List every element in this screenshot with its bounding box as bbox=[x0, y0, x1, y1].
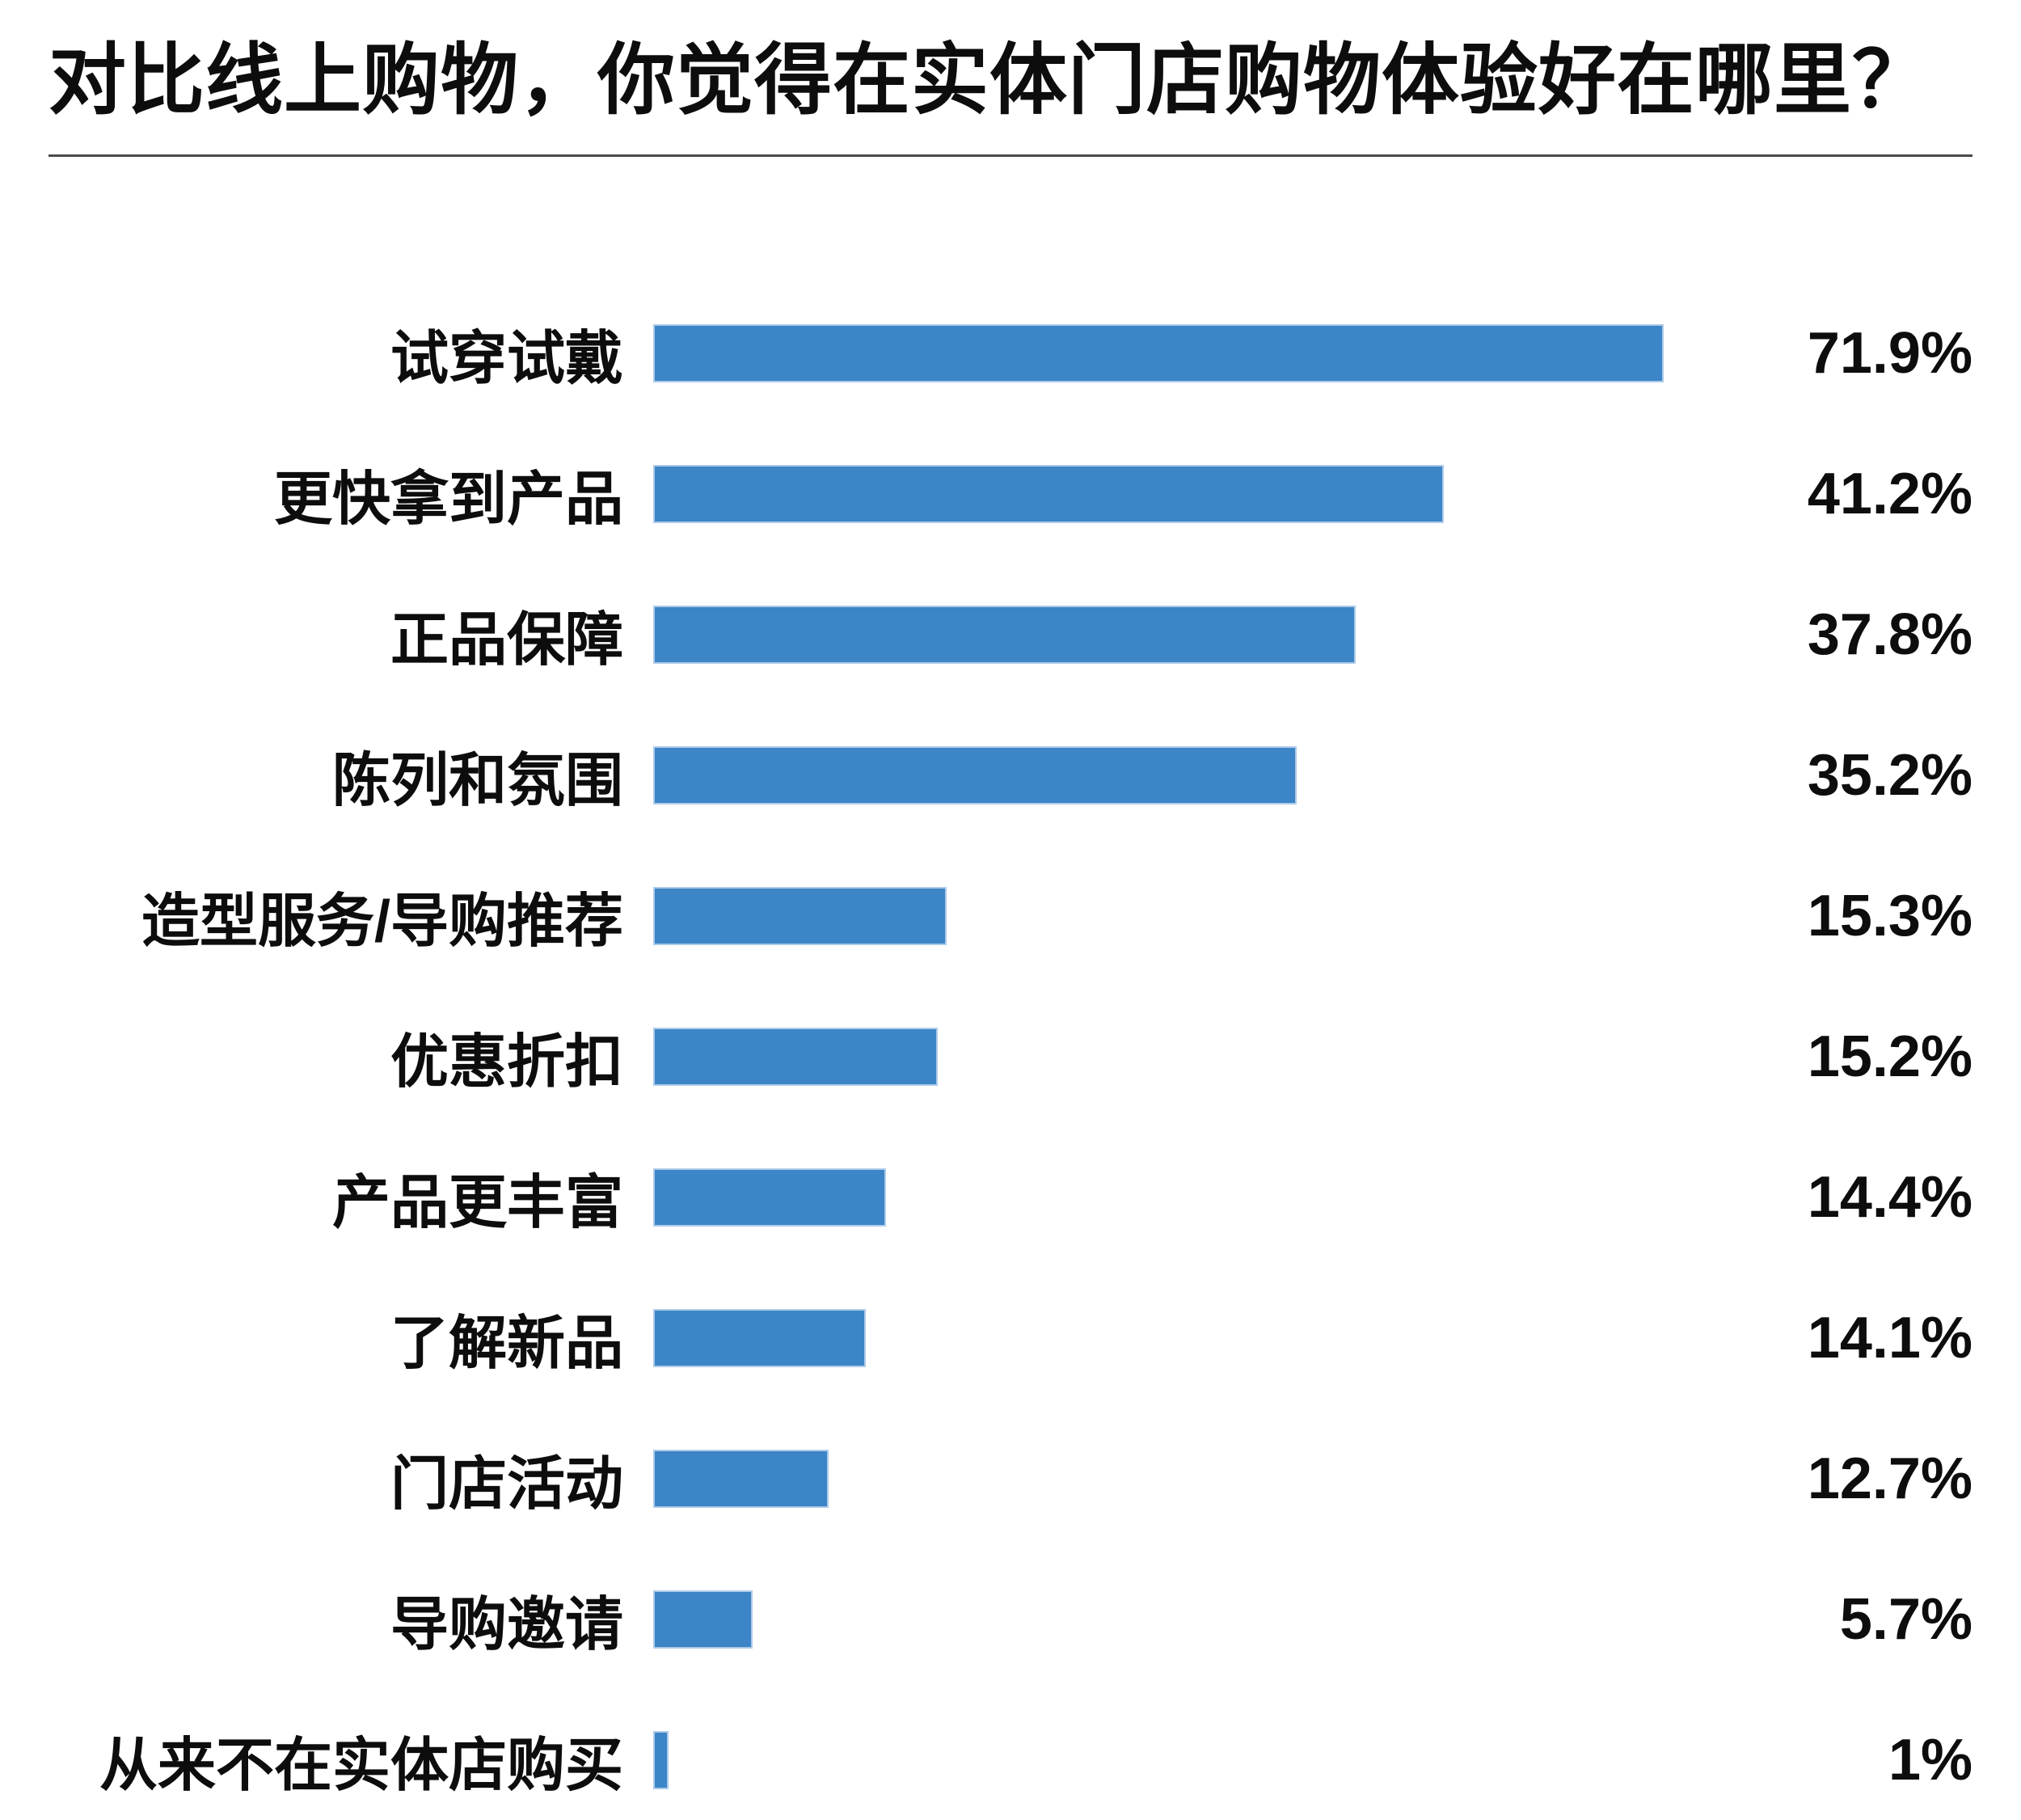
bar bbox=[653, 605, 1356, 664]
bar-category-label: 从来不在实体店购买 bbox=[99, 1733, 623, 1799]
bar-value-label: 12.7% bbox=[1807, 1446, 1972, 1511]
chart-row: 优惠折扣 15.2% bbox=[0, 986, 2021, 1127]
bar-track bbox=[653, 464, 1700, 523]
bar-track bbox=[653, 1590, 1700, 1649]
bar-track bbox=[653, 1027, 1700, 1086]
bar-value-label: 15.3% bbox=[1807, 883, 1972, 948]
bar-category-label: 造型服务/导购推荐 bbox=[141, 889, 623, 955]
bar-category-label: 优惠折扣 bbox=[390, 1030, 623, 1096]
bar bbox=[653, 1168, 886, 1227]
bar bbox=[653, 1308, 866, 1367]
bar-track bbox=[653, 745, 1700, 804]
bar bbox=[653, 1590, 753, 1649]
bar-value-label: 15.2% bbox=[1807, 1024, 1972, 1089]
bar bbox=[653, 886, 947, 945]
bar-value-label: 14.4% bbox=[1807, 1164, 1972, 1230]
chart-header: 对比线上购物，你觉得在实体门店购物体验好在哪里？ bbox=[0, 0, 2021, 157]
bar-track bbox=[653, 1168, 1700, 1227]
bar-value-label: 5.7% bbox=[1839, 1586, 1972, 1652]
chart-row: 从来不在实体店购买 1% bbox=[0, 1690, 2021, 1820]
bar-category-label: 产品更丰富 bbox=[331, 1171, 623, 1236]
chart-row: 了解新品 14.1% bbox=[0, 1268, 2021, 1408]
bar-value-label: 71.9% bbox=[1807, 320, 1972, 386]
chart-row: 正品保障 37.8% bbox=[0, 564, 2021, 705]
bar-value-label: 37.8% bbox=[1807, 602, 1972, 667]
bar-track bbox=[653, 323, 1700, 382]
bar-category-label: 导购邀请 bbox=[390, 1593, 623, 1658]
bar bbox=[653, 1027, 938, 1086]
bar-value-label: 14.1% bbox=[1807, 1305, 1972, 1370]
bar-chart-plot-area: 试穿试戴 71.9% 更快拿到产品 41.2% 正品保障 37.8% 陈列和氛围 bbox=[0, 283, 2021, 1820]
bar bbox=[653, 323, 1664, 382]
bar-value-label: 41.2% bbox=[1807, 461, 1972, 526]
bar-track bbox=[653, 886, 1700, 945]
bar-track bbox=[653, 1308, 1700, 1367]
bar-value-label: 35.2% bbox=[1807, 742, 1972, 808]
chart-row: 试穿试戴 71.9% bbox=[0, 283, 2021, 424]
chart-row: 更快拿到产品 41.2% bbox=[0, 424, 2021, 564]
chart-row: 陈列和氛围 35.2% bbox=[0, 705, 2021, 846]
bar-value-label: 1% bbox=[1888, 1727, 1972, 1793]
chart-title: 对比线上购物，你觉得在实体门店购物体验好在哪里？ bbox=[49, 37, 1930, 124]
bar-track bbox=[653, 1730, 1700, 1789]
chart-row: 门店活动 12.7% bbox=[0, 1408, 2021, 1549]
title-divider bbox=[49, 154, 1972, 157]
chart-row: 造型服务/导购推荐 15.3% bbox=[0, 846, 2021, 986]
bar-category-label: 了解新品 bbox=[390, 1311, 623, 1377]
bar-category-label: 试穿试戴 bbox=[390, 327, 623, 392]
bar bbox=[653, 1730, 669, 1789]
chart-row: 导购邀请 5.7% bbox=[0, 1549, 2021, 1690]
bar-category-label: 更快拿到产品 bbox=[273, 467, 623, 533]
bar-track bbox=[653, 605, 1700, 664]
bar-category-label: 正品保障 bbox=[390, 608, 623, 674]
chart-row: 产品更丰富 14.4% bbox=[0, 1127, 2021, 1268]
bar-track bbox=[653, 1449, 1700, 1508]
bar-category-label: 门店活动 bbox=[390, 1452, 623, 1518]
bar bbox=[653, 1449, 829, 1508]
bar bbox=[653, 745, 1297, 804]
bar-category-label: 陈列和氛围 bbox=[331, 749, 623, 814]
bar bbox=[653, 464, 1444, 523]
